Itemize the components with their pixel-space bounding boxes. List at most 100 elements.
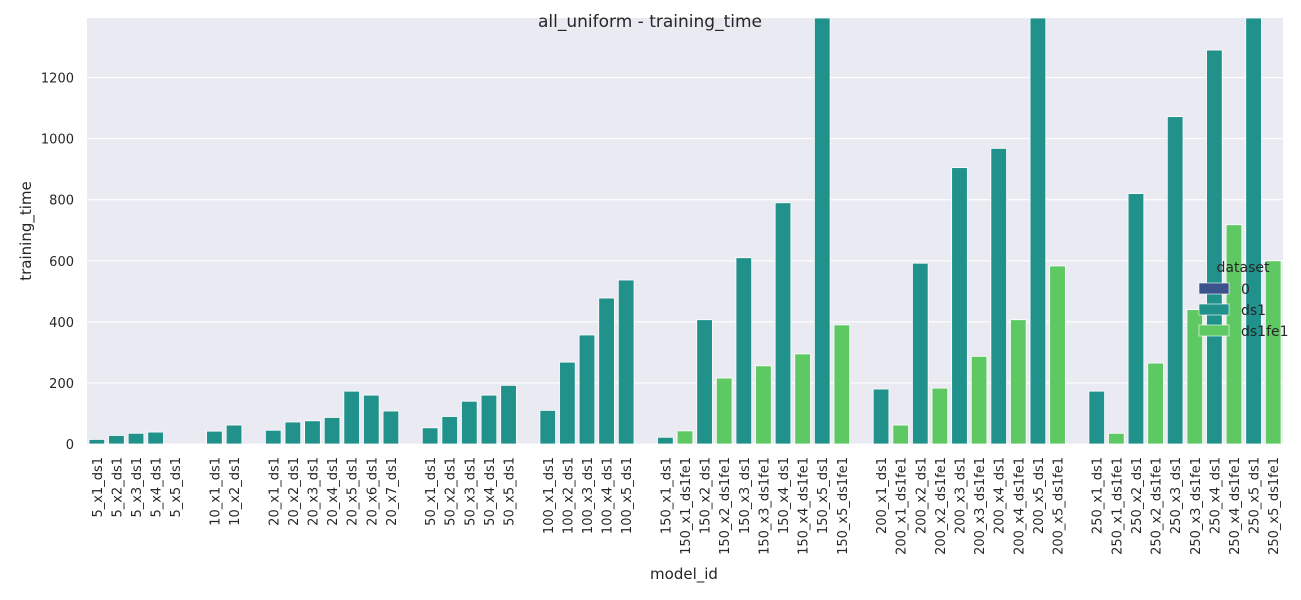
x-tick-label: 100_x5_ds1 (620, 457, 635, 534)
bar (1010, 319, 1027, 445)
x-tick-label: 250_x1_ds1fe1 (1110, 457, 1125, 555)
x-tick-label: 200_x4_ds1fe1 (1012, 457, 1027, 555)
bar (1186, 309, 1204, 445)
legend-items: 0 ds1 ds1fe1 (1198, 282, 1289, 340)
x-tick-label: 250_x2_ds1 (1130, 457, 1145, 534)
x-tick-label: 250_x5_ds1fe1 (1267, 457, 1282, 555)
y-tick-label: 600 (49, 255, 74, 270)
bar (441, 416, 458, 445)
legend-swatch (1198, 282, 1230, 295)
x-tick-label: 50_x2_ds1 (444, 457, 459, 526)
x-tick-label: 100_x2_ds1 (561, 457, 576, 534)
bar (206, 430, 223, 445)
bar (970, 355, 988, 445)
bar (617, 279, 635, 445)
grid-lines (87, 76, 1283, 445)
x-tick-label: 10_x2_ds1 (228, 457, 243, 526)
bar (1029, 17, 1047, 445)
x-tick-label: 250_x5_ds1 (1248, 457, 1263, 534)
bar (363, 394, 380, 445)
bars (88, 17, 1282, 445)
x-tick-label: 5_x5_ds1 (169, 457, 184, 518)
x-tick-label: 250_x3_ds1 (1169, 457, 1184, 534)
bar (500, 384, 517, 445)
bar (774, 202, 792, 445)
bar (951, 167, 968, 445)
x-tick-label: 200_x1_ds1fe1 (895, 457, 910, 555)
bar (1206, 49, 1223, 445)
bar (1166, 116, 1184, 445)
bar (833, 324, 851, 445)
x-tick-label: 20_x4_ds1 (326, 457, 341, 526)
x-tick-label: 10_x1_ds1 (208, 457, 223, 526)
x-tick-label: 150_x5_ds1fe1 (836, 457, 851, 555)
x-axis-title: model_id (650, 565, 718, 584)
legend-label: ds1fe1 (1241, 324, 1289, 340)
y-axis-title: training_time (17, 181, 36, 281)
chart-title: all_uniform - training_time (538, 12, 762, 32)
y-tick-label: 1000 (41, 133, 74, 148)
x-tick-label: 20_x5_ds1 (346, 457, 361, 526)
bar (892, 424, 909, 445)
x-tick-label: 100_x3_ds1 (581, 457, 596, 534)
bar (382, 410, 400, 445)
legend: dataset 0 ds1 ds1fe1 (1198, 260, 1289, 340)
x-tick-label: 20_x1_ds1 (267, 457, 282, 526)
bar (343, 390, 360, 445)
x-tick-label: 200_x3_ds1 (953, 457, 968, 534)
bar (480, 394, 498, 445)
bar (598, 297, 615, 445)
x-tick-label: 5_x4_ds1 (150, 457, 165, 518)
y-tick-label: 200 (49, 377, 74, 392)
bar (657, 436, 674, 445)
bar (1088, 390, 1105, 445)
y-tick-label: 0 (66, 438, 74, 453)
bar (1108, 432, 1125, 445)
legend-swatch (1198, 324, 1230, 337)
x-tick-label: 250_x4_ds1fe1 (1228, 457, 1243, 555)
legend-label: ds1 (1241, 303, 1266, 319)
bar (559, 361, 576, 445)
x-tick-label: 150_x1_ds1 (659, 457, 674, 534)
bar (755, 365, 772, 445)
y-tick-label: 400 (49, 316, 74, 331)
x-tick-label: 50_x3_ds1 (463, 457, 478, 526)
x-tick-label: 5_x1_ds1 (91, 457, 106, 518)
bar (147, 431, 164, 445)
x-tick-label: 5_x3_ds1 (130, 457, 145, 518)
x-tick-label: 250_x4_ds1 (1208, 457, 1223, 534)
bar (1264, 260, 1282, 445)
bar (872, 388, 890, 445)
x-tick-label: 5_x2_ds1 (110, 457, 125, 518)
bar (421, 427, 439, 445)
x-tick-label: 150_x3_ds1 (738, 457, 753, 534)
bar (912, 262, 929, 445)
bar (578, 334, 596, 445)
x-tick-label: 150_x4_ds1 (777, 457, 792, 534)
x-tick-label: 200_x4_ds1 (993, 457, 1008, 534)
y-tick-label: 800 (49, 194, 74, 209)
x-tick-label: 20_x7_ds1 (385, 457, 400, 526)
x-tick-label: 20_x2_ds1 (287, 457, 302, 526)
x-tick-label: 50_x4_ds1 (483, 457, 498, 526)
x-tick-label: 200_x5_ds1fe1 (1052, 457, 1067, 555)
y-tick-label: 1200 (41, 72, 74, 87)
bar (323, 417, 341, 445)
x-tick-label: 250_x2_ds1fe1 (1150, 457, 1165, 555)
bar (265, 429, 282, 445)
bar (225, 424, 243, 445)
bar (794, 353, 811, 445)
x-tick-label: 250_x3_ds1fe1 (1189, 457, 1204, 555)
x-tick-label: 150_x5_ds1 (816, 457, 831, 534)
x-tick-label: 150_x4_ds1fe1 (797, 457, 812, 555)
bar (1127, 193, 1145, 445)
x-tick-label: 150_x1_ds1fe1 (679, 457, 694, 555)
bar (1147, 362, 1164, 445)
x-tick-label: 200_x2_ds1 (914, 457, 929, 534)
x-tick-label: 200_x2_ds1fe1 (934, 457, 949, 555)
bar (696, 319, 713, 445)
x-tick-label: 100_x4_ds1 (601, 457, 616, 534)
x-tick-label: 200_x5_ds1 (1032, 457, 1047, 534)
bar (108, 435, 125, 445)
